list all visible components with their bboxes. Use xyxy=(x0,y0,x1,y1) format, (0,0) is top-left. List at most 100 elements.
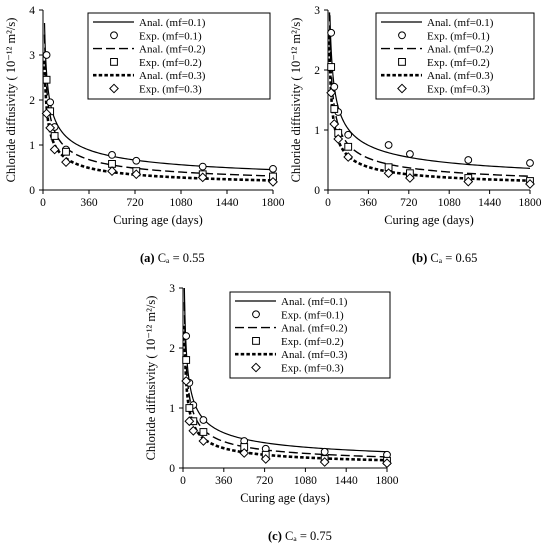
chart-panel-2: 0 360 720 1080 1440 1800 0 1 2 3 Curing age (days)… xyxy=(289,5,542,265)
caption-text: Cₐ = 0.55 xyxy=(155,251,205,265)
legend-label: Anal. (mf=0.1) xyxy=(281,296,348,308)
data-point-exp-2 xyxy=(330,105,339,113)
data-point-exp-1 xyxy=(464,156,473,164)
y-tick-label: 3 xyxy=(169,283,175,295)
series-line-anal-1 xyxy=(43,22,274,171)
data-point-exp-3 xyxy=(329,119,340,129)
data-point-exp-3 xyxy=(405,173,415,183)
legend-label: Exp. (mf=0.1) xyxy=(427,30,490,42)
legend-label: Exp. (mf=0.3) xyxy=(281,363,344,375)
x-axis-label: Curing age (days) xyxy=(240,491,330,505)
data-point-exp-3 xyxy=(463,176,474,187)
data-point-exp-3 xyxy=(131,169,142,180)
data-point-exp-3 xyxy=(268,176,278,187)
caption: (c) Cₐ = 0.75 xyxy=(268,529,332,543)
y-tick-label: 2 xyxy=(314,65,320,77)
x-tick-label: 360 xyxy=(80,197,98,209)
x-tick-label: 1440 xyxy=(335,475,358,487)
legend-marker xyxy=(252,310,260,319)
data-point-exp-1 xyxy=(269,164,277,173)
series-line-anal-3 xyxy=(328,35,531,182)
x-axis-label: Curing age (days) xyxy=(384,213,474,227)
legend-label: Exp. (mf=0.2) xyxy=(427,57,490,69)
y-tick-label: 4 xyxy=(29,5,35,17)
y-axis-label: Chloride diffusivity ( 10⁻¹² m²/s) xyxy=(144,296,158,461)
caption-prefix: (a) xyxy=(140,251,155,265)
data-point-exp-3 xyxy=(382,458,392,469)
data-point-exp-1 xyxy=(330,82,339,91)
x-tick-label: 1800 xyxy=(519,197,542,209)
x-tick-label: 0 xyxy=(325,197,331,209)
legend-marker xyxy=(110,58,118,66)
data-point-exp-3 xyxy=(333,134,344,144)
data-point-exp-2 xyxy=(344,142,353,151)
y-axis-label: Chloride diffusivity ( 10⁻¹² m²/s) xyxy=(289,18,303,183)
caption-prefix: (c) xyxy=(268,529,282,543)
caption-text: Cₐ = 0.65 xyxy=(427,251,477,265)
series-line-anal-2 xyxy=(183,302,388,458)
x-axis-label: Curing age (days) xyxy=(113,213,203,227)
legend: Anal. (mf=0.1)Exp. (mf=0.1) Anal. (mf=0.2… xyxy=(87,12,271,100)
series-line-anal-2 xyxy=(43,34,274,177)
caption-prefix: (b) xyxy=(412,251,427,265)
y-tick-label: 0 xyxy=(29,185,35,197)
legend-label: Exp. (mf=0.1) xyxy=(281,309,344,321)
data-point-exp-3 xyxy=(260,454,271,464)
data-point-exp-2 xyxy=(182,356,191,364)
data-point-exp-3 xyxy=(45,122,56,133)
legend-label: Anal. (mf=0.2) xyxy=(281,323,348,335)
data-point-exp-1 xyxy=(406,150,414,158)
data-point-exp-2 xyxy=(62,147,70,156)
data-point-exp-3 xyxy=(181,376,192,386)
data-point-exp-3 xyxy=(49,144,60,155)
legend-label: Anal. (mf=0.2) xyxy=(139,44,206,56)
data-point-exp-1 xyxy=(132,156,141,165)
legend-label: Anal. (mf=0.3) xyxy=(281,349,348,361)
data-point-exp-3 xyxy=(197,172,208,183)
data-point-exp-3 xyxy=(198,436,209,446)
legend-marker xyxy=(109,83,119,94)
chart-panel-3: 0 360 720 1080 1440 1800 0 1 2 3 Curing age (days)… xyxy=(144,283,399,543)
x-tick-label: 1080 xyxy=(294,475,317,487)
legend-marker xyxy=(398,58,406,66)
x-tick-label: 720 xyxy=(256,475,274,487)
data-point-exp-3 xyxy=(319,457,330,467)
data-point-exp-1 xyxy=(198,162,207,171)
data-point-exp-1 xyxy=(42,51,51,59)
x-tick-label: 1080 xyxy=(170,197,193,209)
data-point-exp-2 xyxy=(327,63,336,71)
x-tick-label: 1440 xyxy=(478,197,501,209)
legend-label: Exp. (mf=0.2) xyxy=(139,57,202,69)
x-tick-label: 1800 xyxy=(376,475,399,487)
series-line-anal-3 xyxy=(183,325,388,462)
y-axis-label: Chloride diffusivity ( 10⁻¹² m²/s) xyxy=(4,18,18,183)
legend: Anal. (mf=0.1)Exp. (mf=0.1) Anal. (mf=0.2… xyxy=(229,291,391,379)
caption-text: Cₐ = 0.75 xyxy=(282,529,332,543)
legend-marker xyxy=(398,31,406,40)
caption: (b) Cₐ = 0.65 xyxy=(412,251,477,265)
x-tick-label: 0 xyxy=(180,475,186,487)
data-point-exp-1 xyxy=(320,447,329,456)
x-tick-label: 720 xyxy=(126,197,144,209)
data-point-exp-1 xyxy=(384,141,393,149)
legend-box xyxy=(87,12,271,100)
y-tick-label: 1 xyxy=(29,140,35,152)
y-tick-label: 1 xyxy=(169,403,175,415)
data-point-exp-3 xyxy=(525,179,535,189)
x-tick-label: 1080 xyxy=(438,197,461,209)
legend-label: Exp. (mf=0.3) xyxy=(427,84,490,96)
y-tick-label: 3 xyxy=(314,5,320,17)
data-point-exp-1 xyxy=(46,98,55,107)
data-point-exp-1 xyxy=(526,159,534,167)
data-point-exp-3 xyxy=(61,157,71,168)
data-point-exp-3 xyxy=(239,448,250,458)
legend-label: Anal. (mf=0.3) xyxy=(139,70,206,82)
data-point-exp-3 xyxy=(184,416,195,427)
legend-label: Anal. (mf=0.1) xyxy=(427,17,494,29)
legend-marker xyxy=(252,337,260,345)
legend-label: Anal. (mf=0.3) xyxy=(427,70,494,82)
data-point-exp-2 xyxy=(185,404,194,412)
legend-label: Exp. (mf=0.3) xyxy=(139,84,202,96)
series-line-anal-1 xyxy=(183,288,388,453)
